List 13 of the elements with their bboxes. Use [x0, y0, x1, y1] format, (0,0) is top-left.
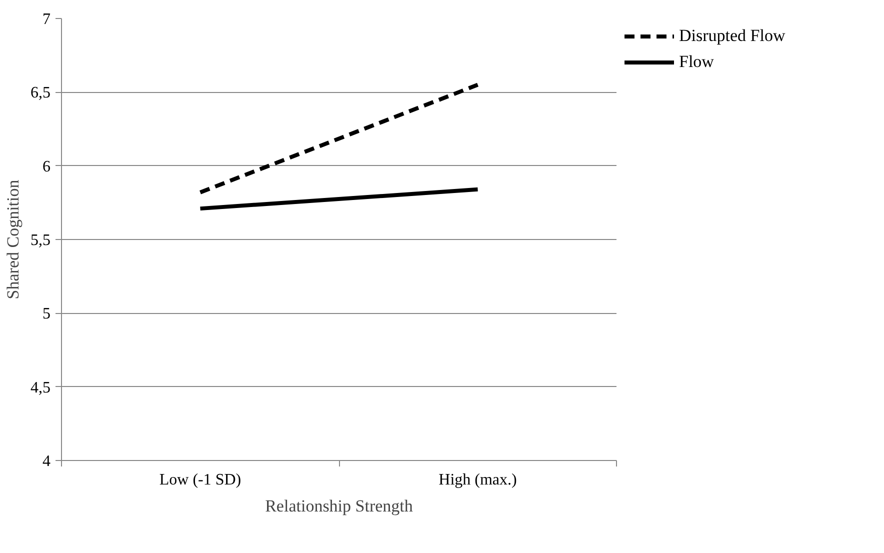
- legend-label: Disrupted Flow: [679, 26, 786, 46]
- legend-label: Flow: [679, 52, 714, 72]
- y-tick-label: 4,5: [30, 379, 50, 396]
- x-tick-label: High (max.): [438, 472, 517, 488]
- x-axis-title: Relationship Strength: [265, 496, 414, 516]
- x-tick-label: Low (-1 SD): [159, 472, 242, 488]
- y-tick-label: 5: [42, 306, 50, 323]
- y-tick-label: 7: [42, 11, 50, 28]
- y-tick-label: 6: [42, 158, 50, 176]
- y-tick-label: 4: [42, 453, 50, 470]
- y-axis-title: Shared Cognition: [4, 179, 22, 300]
- y-tick-label: 5,5: [30, 232, 50, 249]
- y-tick-label: 6,5: [30, 84, 50, 102]
